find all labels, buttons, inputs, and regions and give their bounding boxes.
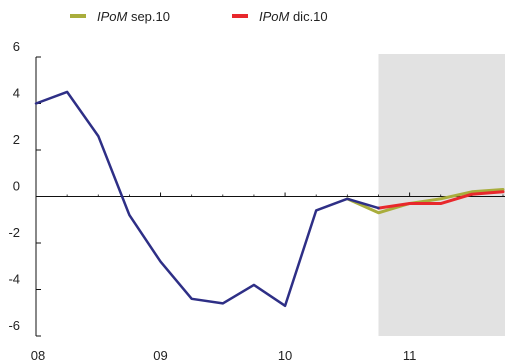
y-tick-label: 6: [13, 39, 20, 54]
y-tick-label: 2: [13, 132, 20, 147]
series-lines: [34, 90, 505, 308]
y-tick-label: 0: [13, 179, 20, 194]
y-ticks: 6 4 2 0 -2 -4 -6: [8, 39, 41, 337]
legend-label: IPoM sep.10: [97, 9, 170, 24]
ipom-sep10-line: [345, 188, 505, 215]
x-ticks: 08 09 10 11: [31, 192, 504, 361]
forecast-shading: [378, 54, 505, 336]
ipom-dic10-line: [377, 190, 505, 210]
y-tick-label: -6: [8, 318, 20, 333]
legend: IPoM sep.10 IPoM dic.10: [70, 9, 328, 24]
x-tick-label: 11: [403, 348, 417, 361]
y-tick-label: -2: [8, 225, 20, 240]
x-tick-label: 08: [31, 348, 45, 361]
x-tick-label: 10: [278, 348, 292, 361]
x-tick-label: 09: [153, 348, 167, 361]
legend-label: IPoM dic.10: [259, 9, 328, 24]
y-tick-label: 4: [13, 86, 20, 101]
history-line: [34, 90, 380, 308]
y-tick-label: -4: [8, 272, 20, 287]
